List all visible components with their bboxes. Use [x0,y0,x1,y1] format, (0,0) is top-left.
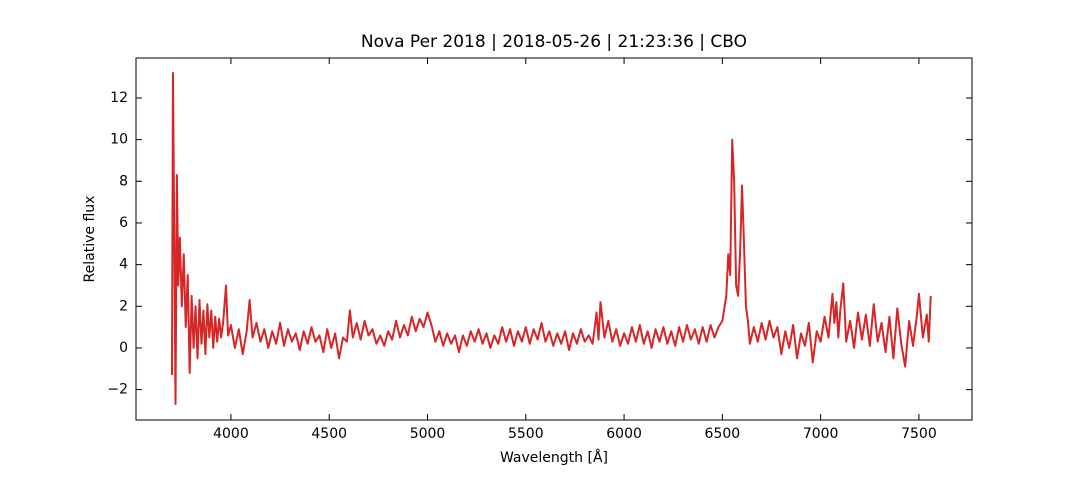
y-tick-label: 0 [119,340,128,356]
x-tick-label: 5000 [410,426,446,442]
x-axis-label: Wavelength [Å] [500,449,608,466]
y-tick-label: 10 [110,132,128,148]
y-tick-label: 4 [119,257,128,273]
x-tick-label: 4000 [213,426,249,442]
x-tick-label: 4500 [311,426,347,442]
x-tick-label: 7500 [901,426,937,442]
plot-frame [135,57,973,421]
y-axis-label: Relative flux [82,196,98,283]
x-tick-label: 5500 [508,426,544,442]
y-tick-label: 6 [119,215,128,231]
y-tick-label: 8 [119,173,128,189]
chart-title: Nova Per 2018 | 2018-05-26 | 21:23:36 | … [361,32,747,52]
y-tick-label: −2 [107,382,128,398]
y-tick-label: 12 [110,90,128,106]
spectrum-line [170,72,932,406]
x-tick-label: 6000 [606,426,642,442]
x-tick-label: 6500 [705,426,741,442]
y-tick-label: 2 [119,298,128,314]
x-tick-label: 7000 [803,426,839,442]
